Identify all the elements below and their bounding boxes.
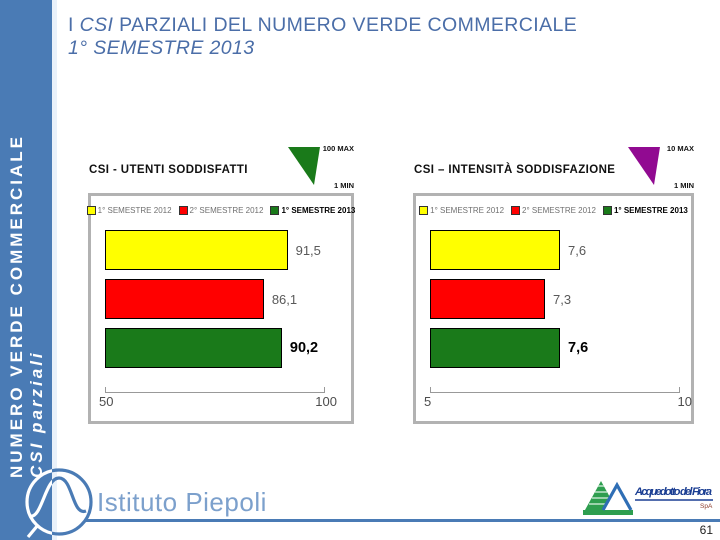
legend-item: 1° SEMESTRE 2012 xyxy=(419,206,504,215)
chart-legend: 1° SEMESTRE 2012 2° SEMESTRE 2012 1° SEMES… xyxy=(86,206,355,215)
axis-tick-label: 100 xyxy=(315,394,337,409)
title-line1: I CSI PARZIALI DEL NUMERO VERDE COMMERCI… xyxy=(68,14,578,36)
scale-max-label: 10 MAX xyxy=(666,144,694,153)
chart-plot-area: 1° SEMESTRE 2012 2° SEMESTRE 2012 1° SEMES… xyxy=(413,193,694,424)
bar-row: 7,3 xyxy=(430,279,685,319)
legend-label: 1° SEMESTRE 2012 xyxy=(430,206,505,215)
legend-swatch xyxy=(419,206,429,215)
legend-item: 1° SEMESTRE 2012 xyxy=(86,206,172,215)
mountain-base xyxy=(583,510,633,515)
chart-plot-area: 1° SEMESTRE 2012 2° SEMESTRE 2012 1° SEMES… xyxy=(86,193,355,424)
mountain-peak-blue xyxy=(601,481,633,511)
page-number: 61 xyxy=(699,523,713,537)
bar xyxy=(105,328,282,368)
legend-swatch xyxy=(270,206,280,215)
chart-intensita-soddisfazione: CSI – INTENSITÀ SODDISFAZIONE 10 MAX 1 M… xyxy=(413,140,694,430)
page-title: I CSI PARZIALI DEL NUMERO VERDE COMMERCI… xyxy=(68,14,577,60)
legend-swatch xyxy=(86,206,96,215)
adf-logo-text: Acquedotto del Fiora xyxy=(634,486,712,498)
bar-row: 91,5 xyxy=(105,230,345,270)
bar xyxy=(430,279,545,319)
legend-label: 2° SEMESTRE 2012 xyxy=(522,206,596,215)
scale-min-label: 1 MIN xyxy=(333,181,354,190)
bar-row: 7,6 xyxy=(430,328,685,368)
scale-min-label: 1 MIN xyxy=(673,181,694,190)
sidebar-band-edge xyxy=(52,0,57,540)
istituto-piepoli-wave-icon xyxy=(25,468,93,539)
x-axis xyxy=(105,387,325,393)
legend-label: 1° SEMESTRE 2013 xyxy=(281,206,356,215)
bar xyxy=(430,328,560,368)
legend-item: 2° SEMESTRE 2012 xyxy=(511,206,596,215)
legend-item: 1° SEMESTRE 2013 xyxy=(602,206,688,215)
scale-triangle-icon xyxy=(288,147,320,185)
bar-value-label: 91,5 xyxy=(295,242,321,258)
legend-swatch xyxy=(602,206,612,215)
axis-tick-label: 50 xyxy=(99,394,114,409)
chart-title: CSI – INTENSITÀ SODDISFAZIONE xyxy=(414,164,616,176)
chart-utenti-soddisfatti: CSI - UTENTI SODDISFATTI 100 MAX 1 MIN 1… xyxy=(86,140,355,430)
bar-value-label: 7,3 xyxy=(553,291,572,307)
bar-value-label: 90,2 xyxy=(289,340,319,356)
footer-divider xyxy=(86,519,720,522)
bar-value-label: 7,6 xyxy=(568,242,587,258)
chart-bars: 91,5 86,1 90,2 xyxy=(105,230,345,368)
x-axis xyxy=(430,387,680,393)
bar xyxy=(105,230,288,270)
scale-triangle-icon xyxy=(628,147,660,185)
x-axis-labels: 5 10 xyxy=(424,394,692,409)
bar xyxy=(430,230,560,270)
istituto-piepoli-logo-text: Istituto Piepoli xyxy=(97,487,267,517)
sidebar-band xyxy=(0,0,52,540)
scale-indicator: 100 MAX 1 MIN xyxy=(288,144,354,190)
legend-swatch xyxy=(511,206,521,215)
chart-bars: 7,6 7,3 7,6 xyxy=(430,230,685,368)
bar-row: 7,6 xyxy=(430,230,685,270)
adf-logo-subtext: SpA xyxy=(700,503,713,510)
axis-tick-label: 10 xyxy=(677,394,692,409)
bar xyxy=(105,279,264,319)
title-line2: 1° SEMESTRE 2013 xyxy=(68,37,255,59)
chart-legend: 1° SEMESTRE 2012 2° SEMESTRE 2012 1° SEMES… xyxy=(419,206,688,215)
legend-swatch xyxy=(178,206,188,215)
scale-indicator: 10 MAX 1 MIN xyxy=(628,144,694,190)
bar-value-label: 7,6 xyxy=(568,340,589,356)
sidebar-line2: CSI parziali xyxy=(27,350,46,478)
x-axis-labels: 50 100 xyxy=(99,394,337,409)
legend-label: 1° SEMESTRE 2013 xyxy=(613,206,688,215)
legend-label: 1° SEMESTRE 2012 xyxy=(97,206,172,215)
acquedotto-del-fiora-logo: Acquedotto del Fiora SpA xyxy=(583,481,713,515)
sidebar-line1: NUMERO VERDE COMMERCIALE xyxy=(7,133,26,478)
scale-max-label: 100 MAX xyxy=(322,144,354,153)
bar-value-label: 86,1 xyxy=(271,291,298,307)
sidebar-vertical-text: NUMERO VERDE COMMERCIALE CSI parziali xyxy=(7,133,47,478)
legend-label: 2° SEMESTRE 2012 xyxy=(189,206,264,215)
legend-item: 2° SEMESTRE 2012 xyxy=(178,206,264,215)
bar-row: 86,1 xyxy=(105,279,345,319)
legend-item: 1° SEMESTRE 2013 xyxy=(270,206,355,215)
axis-tick-label: 5 xyxy=(424,394,432,409)
chart-title: CSI - UTENTI SODDISFATTI xyxy=(89,164,248,176)
bar-row: 90,2 xyxy=(105,328,345,368)
